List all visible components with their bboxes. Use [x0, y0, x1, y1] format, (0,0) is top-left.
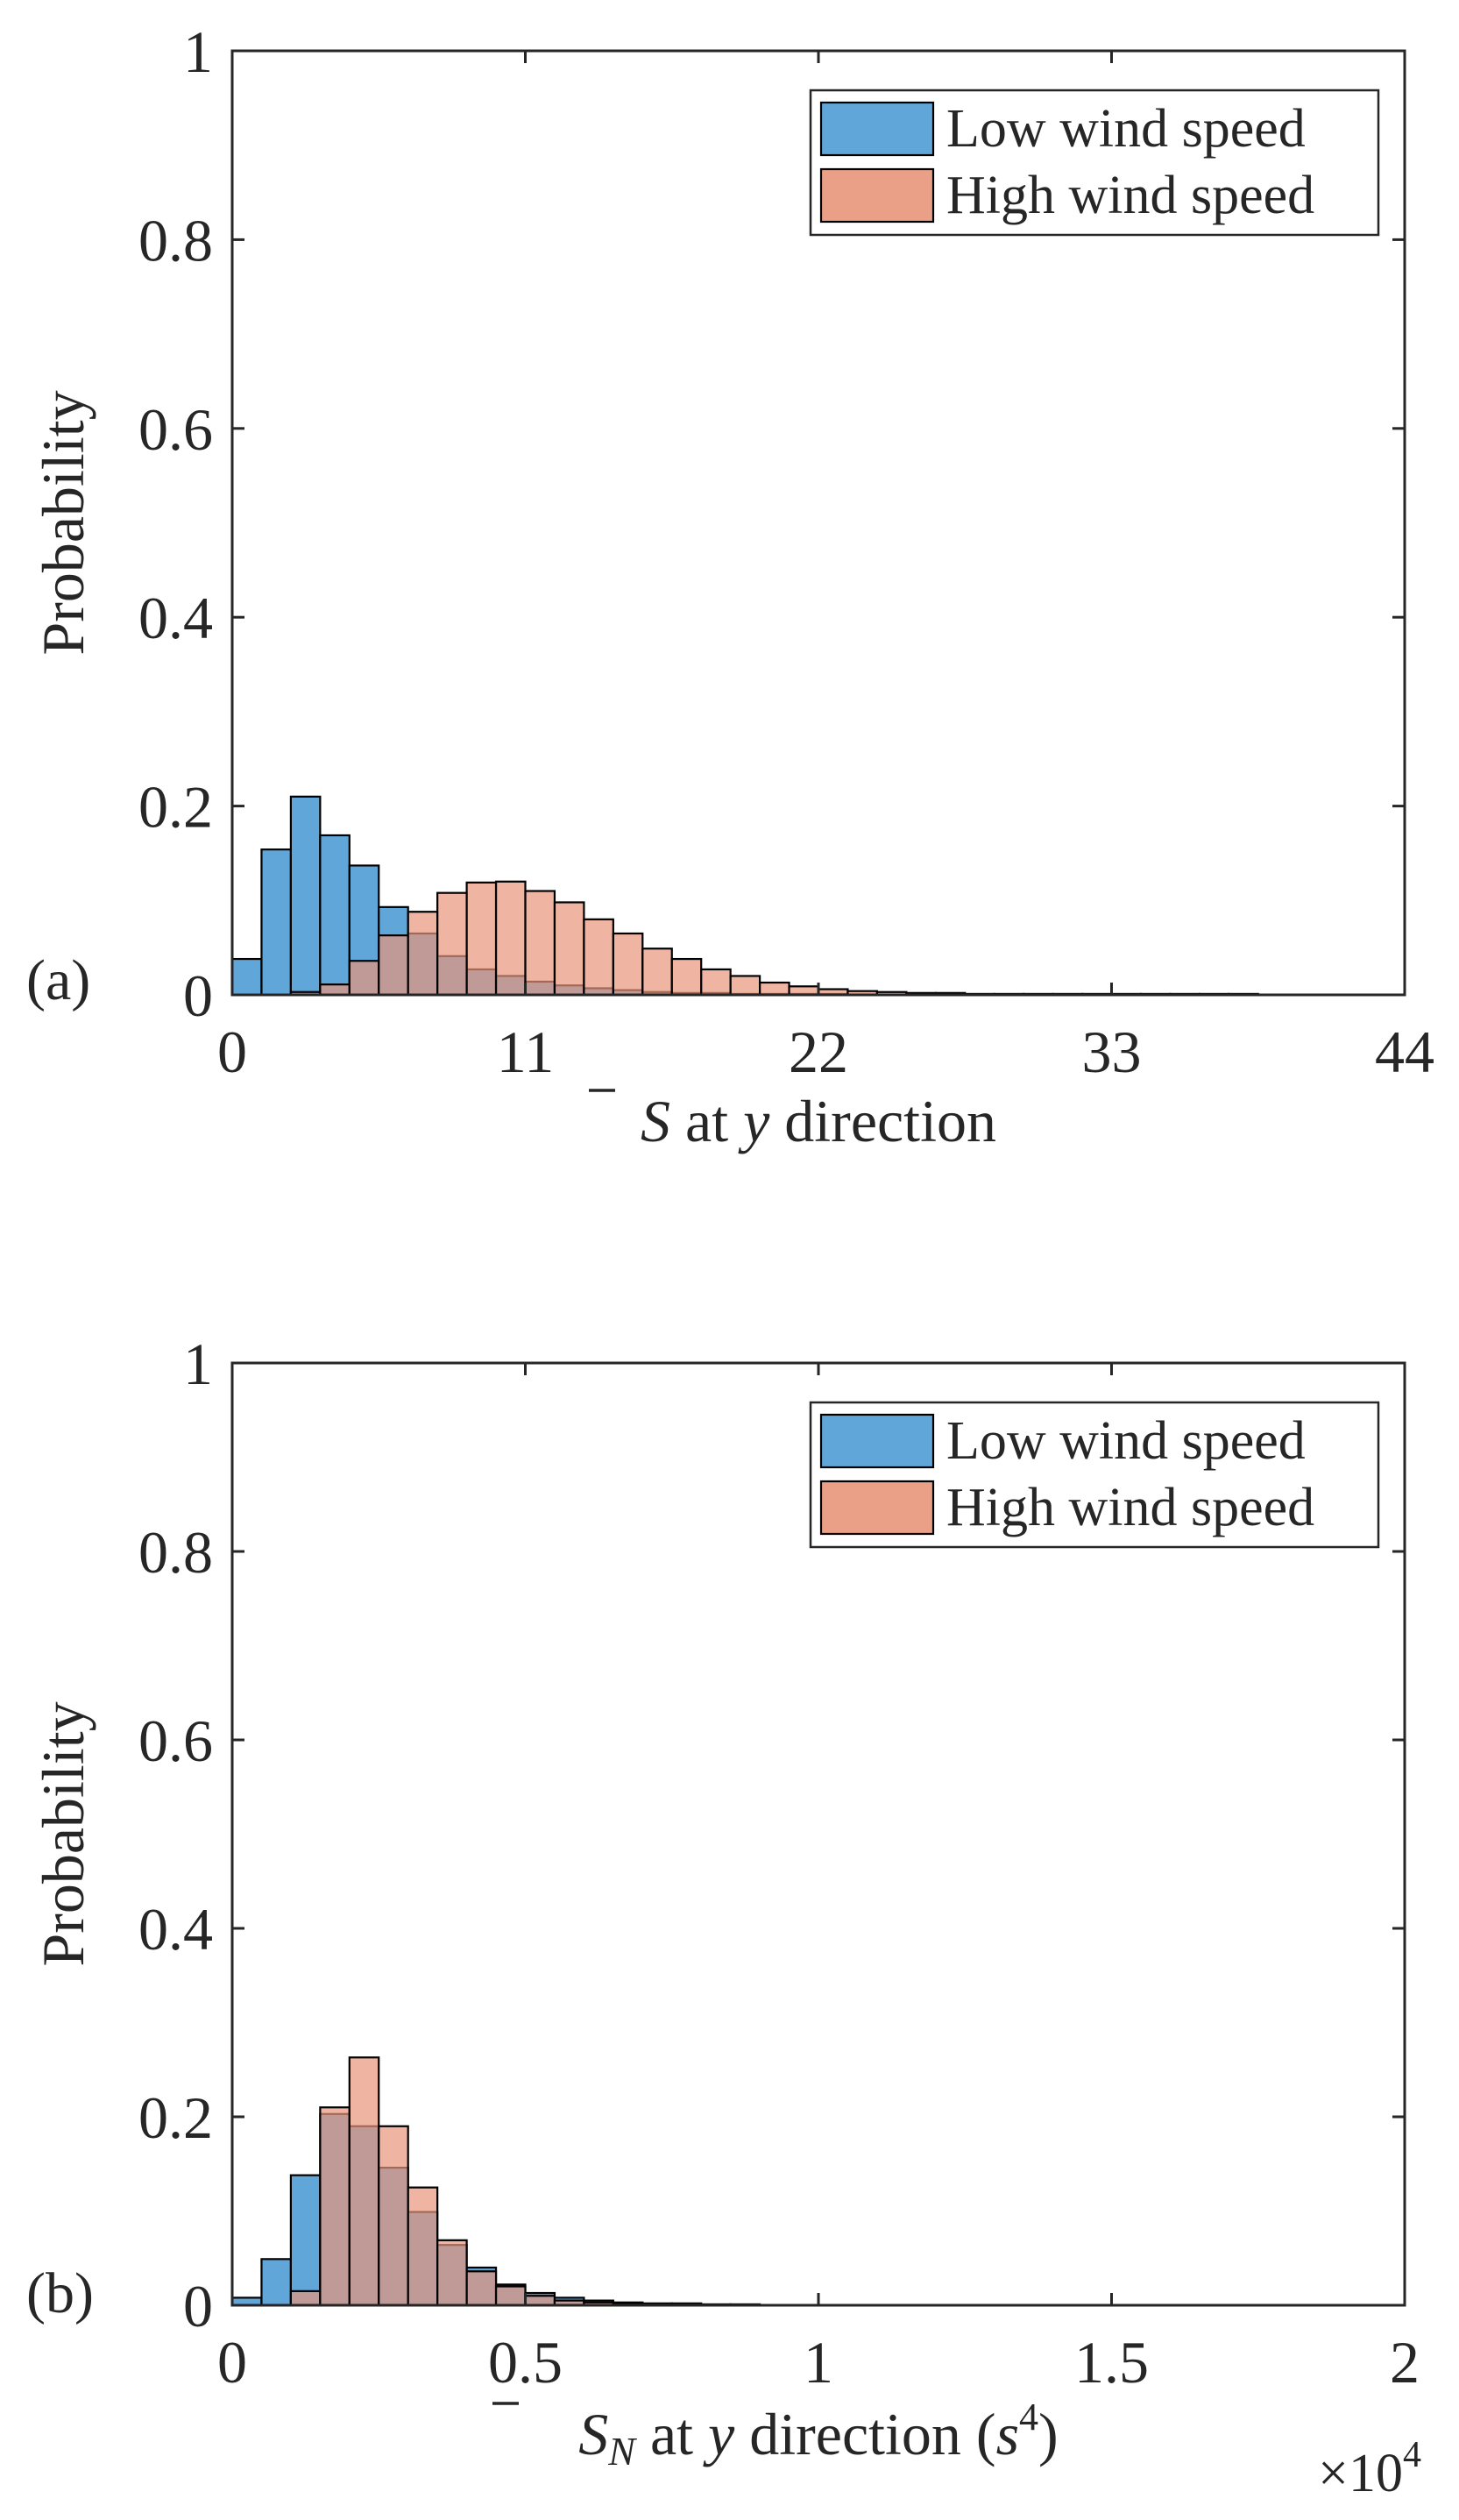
- x-title-power-base: s: [996, 2401, 1019, 2467]
- legend-label: Low wind speed: [946, 99, 1306, 159]
- histogram-bar: [289, 2174, 322, 2307]
- histogram-bar: [494, 880, 527, 997]
- histogram-bar: [289, 795, 322, 997]
- histogram-bar: [348, 960, 380, 997]
- x-tick-label: 0: [217, 1019, 247, 1085]
- histogram-bar: [260, 2258, 293, 2307]
- x-tick-label: 0: [217, 2329, 247, 2396]
- legend-label: High wind speed: [946, 1478, 1314, 1537]
- histogram-bar: [319, 983, 351, 997]
- legend-swatch-low-wind: [819, 1413, 935, 1469]
- legend: Low wind speed High wind speed: [809, 1401, 1380, 1549]
- y-tick-label: 0.2: [138, 774, 213, 841]
- histogram-bar: [524, 2295, 556, 2307]
- y-tick-label: 0.6: [138, 396, 213, 463]
- histogram-bar: [758, 981, 790, 997]
- y-tick-label: 0.2: [138, 2084, 213, 2151]
- x-exponent-prefix: ×10: [1318, 2444, 1403, 2503]
- x-title-suffix: ): [1038, 2401, 1059, 2467]
- y-tick-label: 0.4: [138, 1896, 213, 1963]
- histogram-bar: [612, 932, 644, 997]
- x-tick-label: 33: [1082, 1019, 1142, 1085]
- histogram-bar: [407, 911, 439, 997]
- histogram-bar: [465, 2270, 498, 2307]
- y-tick-label: 0.4: [138, 585, 213, 651]
- x-title-symbol: S: [578, 2401, 608, 2467]
- histogram-bar: [407, 2186, 439, 2307]
- histogram-bar: [729, 975, 761, 997]
- legend-swatch-low-wind: [819, 101, 935, 157]
- histogram-bar: [583, 918, 614, 997]
- panel-label: (a): [26, 948, 90, 1012]
- x-title-symbol: S: [641, 1088, 670, 1154]
- x-tick-label: 1: [804, 2329, 833, 2396]
- histogram-bar: [670, 957, 703, 997]
- x-title-tail: direction: [769, 1088, 996, 1154]
- histogram-bar: [260, 848, 293, 997]
- histogram-bar: [436, 891, 468, 997]
- chart-panel-b: 0 0.5 1 1.5 2 0 0.2 0.4 0.6 0.8 1 Probability SN at …: [26, 1331, 1421, 2503]
- legend-label: High wind speed: [946, 166, 1314, 225]
- chart-panel-a: 0 11 22 33 44 0 0.2 0.4 0.6 0.8 1 Probability S at y…: [26, 18, 1434, 1154]
- y-axis-title: Probability: [30, 1701, 96, 1966]
- series-high-wind: [289, 880, 1259, 997]
- x-tick-label: 11: [497, 1019, 554, 1085]
- panel-label: (b): [26, 2261, 94, 2325]
- y-axis-title: Probability: [30, 390, 96, 655]
- x-exponent-label: ×104: [1318, 2435, 1421, 2503]
- histogram-bar: [553, 901, 585, 997]
- x-title-var: y: [703, 2401, 735, 2467]
- x-title-mid: at: [635, 2401, 708, 2467]
- x-axis-title: SN at y direction (s4): [578, 2396, 1058, 2474]
- legend: Low wind speed High wind speed: [809, 89, 1380, 237]
- x-tick-label: 22: [789, 1019, 848, 1085]
- histogram-bar: [378, 934, 409, 997]
- y-tick-label: 0.6: [138, 1707, 213, 1774]
- legend-swatch-high-wind: [819, 1480, 935, 1536]
- x-title-power-exp: 4: [1019, 2396, 1038, 2438]
- histogram-bar: [524, 890, 556, 997]
- x-tick-label: 44: [1375, 1019, 1434, 1085]
- histogram-bar: [700, 968, 732, 997]
- x-title-subscript: N: [607, 2429, 637, 2474]
- y-tick-label: 0.8: [138, 207, 213, 273]
- histogram-bar: [230, 957, 263, 997]
- histogram-bar: [641, 948, 673, 997]
- x-tick-label: 1.5: [1074, 2329, 1149, 2396]
- histogram-bar: [436, 2239, 468, 2307]
- x-exponent-power: 4: [1403, 2435, 1421, 2475]
- y-tick-label: 0: [183, 2273, 213, 2339]
- histogram-bar: [465, 881, 498, 997]
- x-title-tail: direction (: [734, 2401, 995, 2467]
- histogram-bar: [319, 2106, 351, 2307]
- x-axis-title: S at y direction: [641, 1088, 996, 1154]
- histogram-bar: [319, 834, 351, 997]
- x-tick-label: 2: [1390, 2329, 1420, 2396]
- x-title-mid: at: [670, 1088, 743, 1154]
- x-title-var: y: [738, 1088, 770, 1154]
- y-tick-label: 1: [183, 1331, 213, 1397]
- series-high-wind: [289, 2056, 703, 2307]
- x-tick-label: 0.5: [488, 2329, 563, 2396]
- histogram-bar: [348, 2056, 380, 2307]
- legend-swatch-high-wind: [819, 167, 935, 224]
- histogram-bar: [494, 2285, 527, 2307]
- histogram-bar: [289, 2289, 322, 2307]
- histogram-bar: [378, 2125, 409, 2307]
- y-tick-label: 1: [183, 18, 213, 85]
- legend-label: Low wind speed: [946, 1411, 1306, 1471]
- y-tick-label: 0: [183, 962, 213, 1029]
- y-tick-label: 0.8: [138, 1519, 213, 1586]
